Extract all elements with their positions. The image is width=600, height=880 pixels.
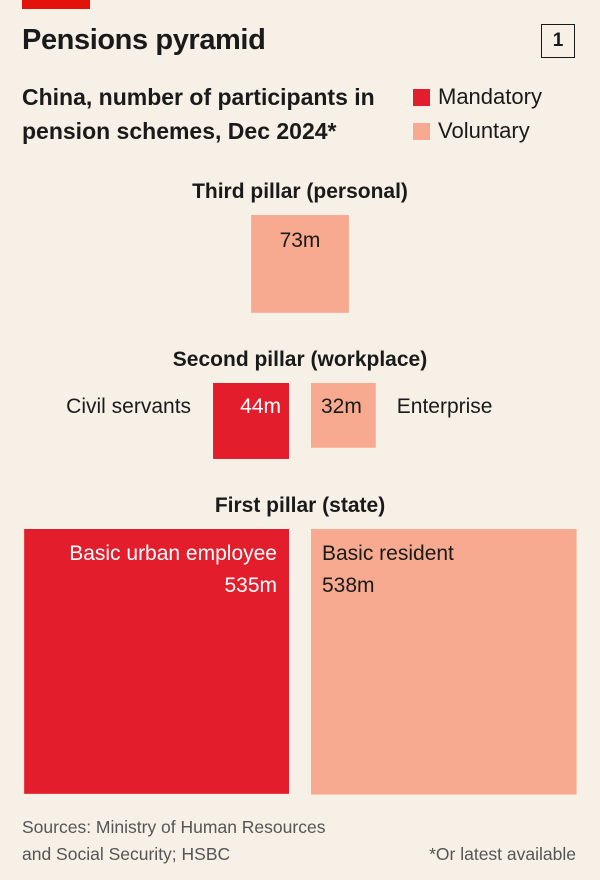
chart-title: Pensions pyramid	[22, 24, 266, 56]
scheme-label-basic-resident: Basic resident	[322, 542, 454, 565]
scheme-label-enterprise: Enterprise	[397, 395, 493, 418]
legend: Mandatory Voluntary	[413, 80, 542, 148]
legend-label-mandatory: Mandatory	[438, 84, 542, 109]
square-third-pillar	[251, 215, 349, 313]
value-label-third-pillar: 73m	[280, 229, 321, 252]
footnote: *Or latest available	[429, 844, 576, 864]
value-label-basic-urban-employee: 535m	[224, 574, 277, 597]
pillar-label-second: Second pillar (workplace)	[173, 348, 427, 371]
square-basic-resident	[311, 529, 577, 795]
scheme-label-basic-urban-employee: Basic urban employee	[69, 542, 277, 565]
square-civil-servants	[213, 383, 289, 459]
scheme-label-civil-servants: Civil servants	[66, 395, 191, 418]
value-label-civil-servants: 44m	[240, 395, 281, 418]
pillar-label-first: First pillar (state)	[215, 494, 385, 517]
source-note: Sources: Ministry of Human Resources and…	[22, 814, 325, 868]
square-basic-urban-employee	[24, 529, 289, 794]
source-line-2: and Social Security; HSBC	[22, 844, 231, 864]
legend-swatch-voluntary	[413, 122, 430, 140]
legend-label-voluntary: Voluntary	[438, 118, 530, 143]
square-enterprise	[311, 383, 376, 448]
legend-item-mandatory: Mandatory	[413, 80, 542, 114]
value-label-enterprise: 32m	[321, 395, 362, 418]
chart-subtitle: China, number of participants in pension…	[22, 84, 375, 144]
source-line-1: Sources: Ministry of Human Resources	[22, 817, 326, 837]
chart-number-badge: 1	[541, 24, 575, 58]
legend-swatch-mandatory	[413, 88, 430, 106]
pillar-label-third: Third pillar (personal)	[192, 180, 408, 203]
legend-item-voluntary: Voluntary	[413, 114, 542, 148]
value-label-basic-resident: 538m	[322, 574, 375, 597]
accent-bar	[22, 0, 90, 9]
